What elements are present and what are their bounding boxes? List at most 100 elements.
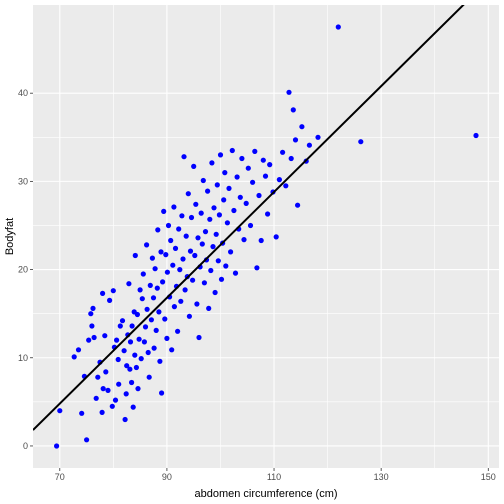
data-point — [358, 139, 364, 145]
data-point — [208, 267, 214, 274]
data-point — [57, 408, 63, 414]
data-point — [147, 282, 153, 288]
data-point — [243, 200, 249, 206]
data-point — [91, 334, 97, 341]
data-point — [54, 443, 60, 449]
data-point — [211, 205, 217, 211]
data-point — [126, 281, 132, 287]
data-point — [139, 296, 145, 302]
data-point — [93, 395, 99, 401]
data-point — [237, 194, 243, 200]
data-point — [215, 258, 221, 264]
data-point — [181, 154, 187, 160]
data-point — [115, 356, 121, 363]
data-point — [165, 222, 172, 229]
data-point — [157, 358, 163, 364]
data-point — [144, 242, 150, 248]
data-point — [88, 311, 94, 317]
data-point — [202, 229, 209, 235]
data-point — [109, 403, 115, 409]
data-point — [150, 295, 157, 301]
data-point — [163, 252, 169, 258]
data-point — [129, 323, 135, 329]
data-point — [217, 152, 224, 158]
data-point — [214, 182, 220, 188]
data-point — [116, 381, 122, 387]
data-point — [142, 324, 149, 330]
data-point — [190, 277, 196, 283]
data-point — [103, 369, 109, 375]
data-point — [223, 263, 229, 269]
data-point — [286, 89, 292, 95]
data-point — [228, 249, 234, 255]
data-point — [221, 197, 227, 203]
data-point — [99, 409, 105, 415]
data-point — [154, 285, 160, 291]
data-point — [207, 216, 213, 222]
data-point — [267, 162, 273, 168]
data-point — [144, 306, 150, 312]
data-point — [110, 288, 116, 294]
data-point — [129, 379, 135, 386]
data-point — [473, 132, 479, 139]
data-point — [133, 364, 139, 371]
data-point — [100, 386, 106, 392]
data-point — [84, 437, 90, 443]
data-point — [161, 208, 167, 214]
data-point — [148, 317, 154, 323]
data-point — [135, 386, 141, 392]
data-point — [252, 148, 258, 154]
data-point — [198, 210, 204, 216]
data-point — [231, 207, 237, 214]
data-point — [155, 227, 161, 233]
data-point — [276, 177, 282, 183]
data-point — [124, 363, 130, 369]
data-point — [239, 155, 245, 162]
data-point — [179, 213, 185, 219]
data-point — [170, 262, 176, 268]
data-point — [222, 170, 228, 176]
data-point — [127, 366, 133, 372]
data-point — [79, 410, 85, 416]
data-point — [335, 24, 341, 30]
data-point — [119, 318, 126, 324]
data-point — [191, 163, 197, 169]
data-point — [178, 298, 184, 304]
data-point — [159, 390, 165, 396]
data-point — [140, 271, 146, 277]
data-point — [172, 245, 179, 251]
data-point — [260, 157, 266, 163]
data-point — [206, 305, 212, 311]
data-point — [123, 391, 129, 397]
data-point — [136, 336, 142, 342]
data-point — [175, 328, 181, 334]
data-point — [102, 333, 108, 339]
data-point — [176, 226, 182, 232]
data-point — [201, 280, 207, 286]
x-tick-label: 90 — [162, 472, 172, 482]
data-point — [250, 179, 256, 185]
data-point — [158, 249, 164, 255]
data-point — [138, 356, 144, 362]
y-tick-label: 30 — [18, 176, 28, 186]
data-point — [209, 160, 215, 166]
data-point — [151, 345, 157, 351]
data-point — [171, 204, 177, 210]
data-point — [193, 201, 199, 207]
x-axis-title: abdomen circumference (cm) — [194, 488, 337, 500]
y-tick-label: 10 — [18, 353, 28, 363]
x-axis-ticks: 70 90 110 130 150 — [55, 468, 496, 482]
data-point — [273, 234, 279, 240]
data-point — [162, 316, 168, 322]
data-point — [210, 244, 216, 250]
data-point — [258, 237, 264, 244]
y-tick-label: 40 — [18, 88, 28, 98]
data-point — [114, 337, 120, 343]
data-point — [247, 222, 254, 229]
x-tick-label: 130 — [374, 472, 389, 482]
data-point — [234, 174, 240, 180]
data-point — [241, 237, 247, 243]
x-tick-label: 110 — [267, 472, 281, 482]
data-point — [89, 323, 95, 329]
